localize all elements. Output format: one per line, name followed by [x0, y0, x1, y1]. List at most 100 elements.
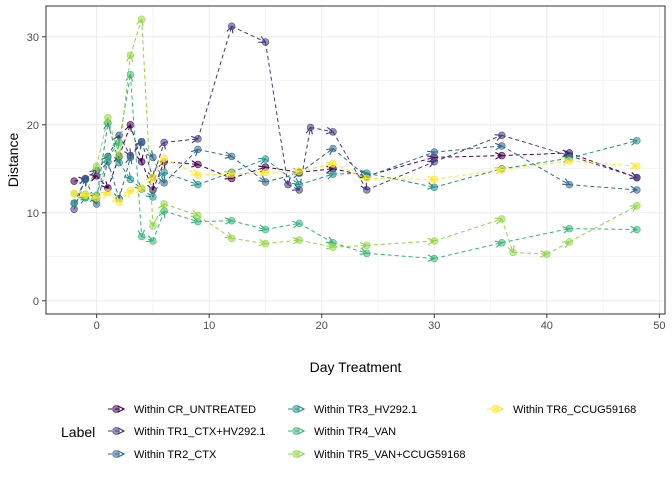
- series-segment: [85, 195, 96, 198]
- series-segment: [141, 142, 153, 157]
- legend-label: Within TR4_VAN: [314, 426, 396, 438]
- legend-key-point: [112, 405, 120, 413]
- series-segment: [197, 174, 232, 175]
- series-segment: [118, 125, 130, 157]
- legend-key-point: [292, 405, 300, 413]
- series-segment: [287, 185, 299, 190]
- series-segment: [152, 211, 164, 242]
- series-segment: [569, 155, 637, 178]
- data-point: [194, 180, 202, 189]
- series-segment: [298, 127, 310, 191]
- legend: Label Within CR_UNTREATED Within TR1_CTX+…: [61, 404, 636, 461]
- legend-key-point: [292, 427, 300, 435]
- series-segment: [164, 171, 198, 184]
- series-segment: [366, 172, 435, 187]
- series-segment: [299, 174, 333, 186]
- series-segment: [366, 157, 435, 177]
- series-segment: [501, 153, 570, 156]
- series-segment: [501, 145, 570, 185]
- series-segment: [96, 123, 108, 199]
- series-segment: [96, 193, 108, 198]
- series-segment: [107, 192, 119, 203]
- data-point: [149, 193, 157, 201]
- series-segment: [264, 42, 288, 185]
- series-segment: [141, 141, 153, 178]
- series-segment: [501, 229, 570, 244]
- data-point: [565, 238, 574, 246]
- data-point: [363, 186, 371, 194]
- x-axis-title: Day Treatment: [310, 359, 402, 375]
- series-segment: [152, 158, 164, 178]
- y-axis-title: Distance: [5, 133, 21, 188]
- y-tick-label: 0: [33, 296, 39, 308]
- data-point: [633, 202, 641, 210]
- x-tick-label: 0: [94, 320, 100, 332]
- series-segment: [197, 221, 232, 222]
- series-segment: [501, 158, 570, 170]
- series-segment: [107, 135, 119, 157]
- legend-item-within-tr5-van-ccug59168: Within TR5_VAN+CCUG59168: [288, 449, 466, 461]
- series-segment: [299, 239, 333, 247]
- series-segment: [231, 220, 266, 230]
- series-segment: [434, 135, 502, 163]
- series-segment: [231, 156, 266, 182]
- series-segment: [501, 218, 513, 252]
- series-segment: [231, 237, 266, 243]
- series-segment: [366, 152, 435, 178]
- series-segment: [569, 206, 637, 243]
- series-segment: [546, 242, 570, 255]
- series-segment: [569, 184, 637, 190]
- series-segment: [197, 26, 232, 140]
- series-within-tr5-van-ccug59168: [70, 15, 641, 258]
- series-segment: [141, 161, 153, 190]
- series-segment: [501, 134, 570, 155]
- series-segment: [434, 219, 502, 242]
- series-segment: [197, 148, 232, 156]
- x-tick-label: 40: [541, 320, 553, 332]
- series-segment: [366, 162, 435, 191]
- legend-title: Label: [61, 424, 95, 440]
- x-tick-label: 20: [316, 320, 328, 332]
- series-segment: [501, 161, 570, 171]
- series-segment: [164, 139, 198, 143]
- legend-label: Within CR_UNTREATED: [134, 404, 256, 416]
- series-segment: [130, 142, 141, 158]
- series-segment: [299, 164, 333, 172]
- series-segment: [569, 229, 637, 230]
- legend-label: Within TR2_CTX: [134, 449, 217, 461]
- x-tick-label: 10: [203, 320, 215, 332]
- y-tick-label: 30: [27, 32, 39, 44]
- series-segment: [152, 172, 164, 198]
- data-point: [633, 136, 641, 145]
- series-segment: [231, 159, 266, 173]
- series-within-tr6-ccug59168: [70, 154, 641, 206]
- series-segment: [332, 245, 367, 247]
- series-segment: [130, 178, 141, 189]
- series-segment: [129, 74, 141, 237]
- series-segment: [118, 75, 130, 143]
- series-segment: [231, 172, 266, 174]
- series-segment: [434, 156, 502, 158]
- series-segment: [74, 193, 85, 195]
- series-segment: [310, 126, 333, 131]
- series-segment: [164, 162, 198, 165]
- series-segment: [265, 240, 299, 244]
- series-segment: [118, 191, 130, 203]
- series-segment: [366, 241, 435, 246]
- legend-key-point: [292, 450, 300, 458]
- axes: 0 10 20 30 40 50 0 10 20 30: [27, 32, 666, 332]
- legend-label: Within TR5_VAN+CCUG59168: [314, 449, 466, 461]
- y-tick-label: 20: [27, 120, 39, 132]
- series-segment: [141, 178, 153, 189]
- series-segment: [569, 160, 637, 166]
- series-segment: [73, 179, 85, 204]
- series-segment: [118, 162, 130, 180]
- series-segment: [513, 252, 547, 254]
- series-segment: [366, 252, 435, 258]
- series-layer: [70, 15, 641, 263]
- legend-label: Within TR1_CTX+HV292.1: [134, 426, 266, 438]
- legend-key-point: [491, 405, 499, 413]
- series-segment: [164, 203, 198, 215]
- series-segment: [163, 157, 198, 175]
